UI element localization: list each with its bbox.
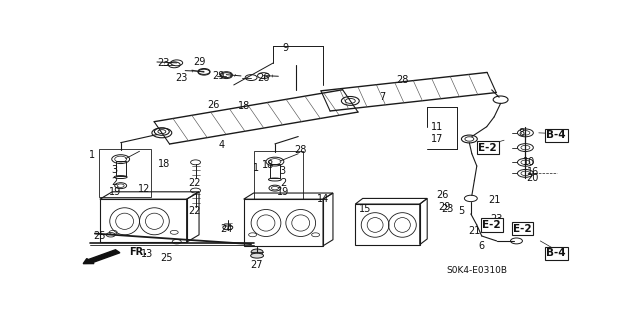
Text: S0K4-E0310B: S0K4-E0310B (446, 266, 508, 275)
Text: 29: 29 (212, 71, 225, 81)
Text: 13: 13 (141, 249, 153, 259)
Text: 2: 2 (280, 178, 287, 188)
Text: 28: 28 (396, 75, 408, 85)
Text: 8: 8 (518, 128, 525, 138)
Text: 3: 3 (279, 166, 285, 176)
Text: 21: 21 (468, 226, 481, 236)
Text: FR.: FR. (129, 248, 148, 257)
Text: 26: 26 (257, 73, 269, 83)
Text: 18: 18 (262, 160, 275, 170)
Text: 19: 19 (109, 187, 121, 197)
Text: 4: 4 (218, 140, 225, 150)
Text: E-2: E-2 (483, 220, 501, 230)
Text: 18: 18 (237, 101, 250, 111)
Text: 1: 1 (253, 163, 259, 174)
Bar (270, 164, 280, 178)
Text: B-4: B-4 (547, 130, 566, 140)
Text: 26: 26 (208, 100, 220, 110)
Text: 3: 3 (111, 165, 118, 175)
Text: 21: 21 (488, 196, 500, 205)
Text: 23: 23 (157, 58, 170, 68)
Text: E-2: E-2 (513, 224, 532, 234)
Ellipse shape (251, 253, 264, 258)
Text: 20: 20 (527, 173, 539, 183)
Text: 7: 7 (380, 92, 386, 102)
Text: 25: 25 (161, 253, 173, 263)
Text: 12: 12 (138, 184, 150, 194)
Text: 23: 23 (175, 73, 188, 83)
Text: 2: 2 (111, 177, 118, 187)
Bar (99, 149, 151, 197)
Text: 29: 29 (438, 202, 451, 211)
Text: 1: 1 (90, 150, 95, 160)
Text: 9: 9 (283, 43, 289, 53)
FancyArrow shape (83, 250, 120, 264)
Text: 18: 18 (158, 159, 170, 168)
Ellipse shape (251, 249, 263, 255)
Text: 23: 23 (441, 204, 453, 214)
Text: B-4: B-4 (547, 248, 566, 258)
Text: 24: 24 (220, 224, 232, 234)
Text: 26: 26 (436, 190, 448, 200)
Text: 29: 29 (193, 56, 205, 67)
Text: 15: 15 (359, 204, 371, 214)
Text: 28: 28 (294, 145, 307, 155)
Text: E-2: E-2 (478, 143, 497, 152)
Text: 14: 14 (317, 194, 329, 204)
Text: 5: 5 (458, 206, 464, 217)
Bar (253, 151, 303, 199)
Text: 22: 22 (188, 206, 200, 217)
Text: 25: 25 (93, 231, 106, 241)
Text: 22: 22 (188, 178, 200, 188)
Bar (116, 161, 125, 176)
Text: 17: 17 (431, 134, 444, 144)
Text: 6: 6 (479, 241, 485, 251)
Text: 11: 11 (431, 122, 444, 132)
Text: 19: 19 (277, 187, 289, 197)
Text: 16: 16 (527, 167, 539, 177)
Text: 27: 27 (250, 261, 262, 271)
Text: 10: 10 (523, 157, 535, 167)
Text: 23: 23 (490, 214, 503, 224)
